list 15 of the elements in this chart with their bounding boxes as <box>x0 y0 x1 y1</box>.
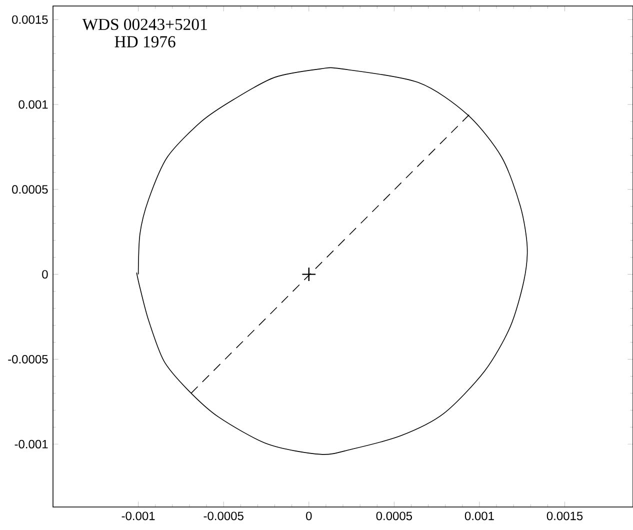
x-tick-label: 0.0005 <box>376 512 412 520</box>
y-tick-label: 0.0005 <box>12 185 48 194</box>
x-tick-label: -0.001 <box>122 512 155 520</box>
y-tick-label: 0.0015 <box>12 15 48 24</box>
y-tick-label: 0 <box>42 270 48 279</box>
annotation: WDS 00243+5201 <box>82 18 207 30</box>
x-tick-label: 0.001 <box>464 512 494 520</box>
y-tick-label: -0.0005 <box>8 354 48 364</box>
y-tick-label: 0.001 <box>18 100 48 109</box>
x-tick-label: 0 <box>306 512 312 520</box>
x-tick-label: -0.0005 <box>204 512 244 520</box>
line-series <box>136 68 528 455</box>
annotation: HD 1976 <box>114 36 176 48</box>
y-tick-label: -0.001 <box>14 440 48 448</box>
x-tick-label: 0.0015 <box>546 512 583 520</box>
